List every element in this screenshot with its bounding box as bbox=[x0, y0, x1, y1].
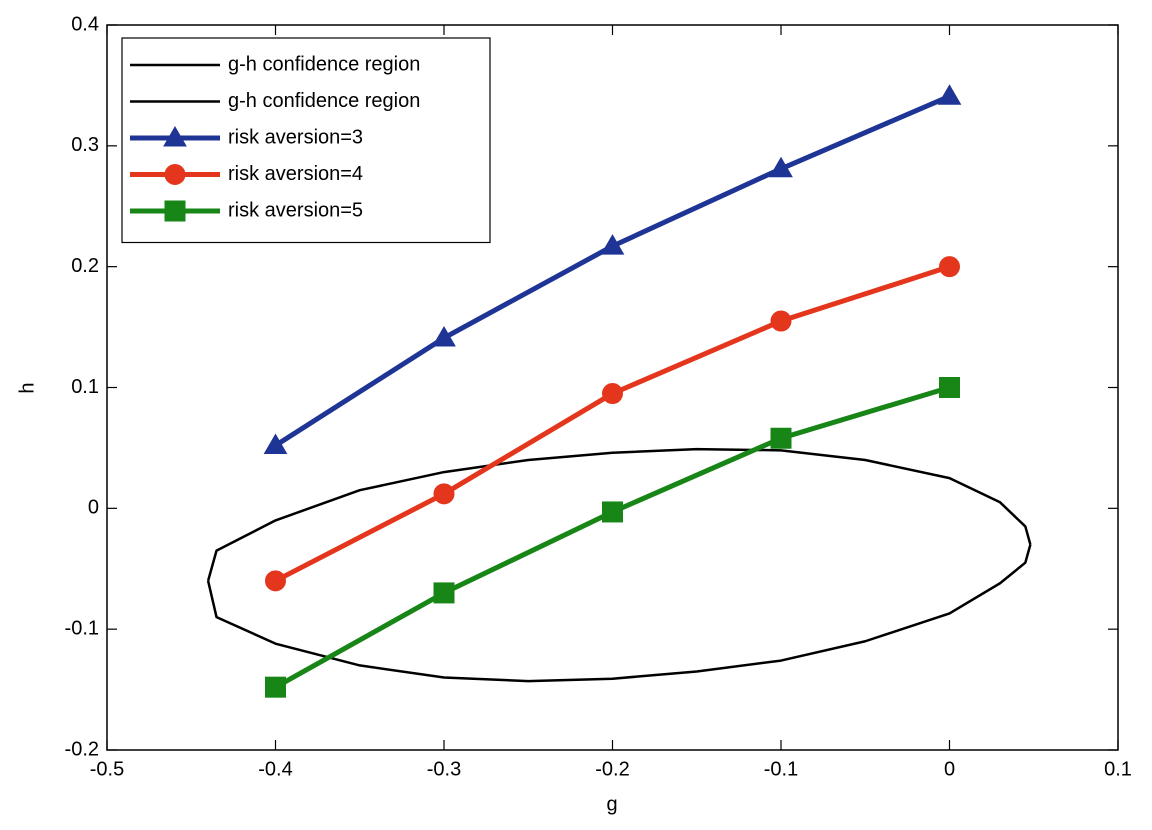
marker bbox=[602, 383, 623, 405]
marker bbox=[939, 256, 960, 278]
marker bbox=[602, 501, 623, 523]
x-tick-label: -0.4 bbox=[258, 758, 292, 780]
legend-marker bbox=[164, 164, 186, 185]
legend-marker bbox=[163, 126, 187, 147]
marker bbox=[937, 84, 962, 105]
marker bbox=[265, 676, 286, 698]
y-tick-label: 0.2 bbox=[71, 255, 99, 277]
y-tick-label: 0.1 bbox=[71, 376, 99, 398]
legend-label: g-h confidence region bbox=[228, 53, 420, 75]
legend-label: risk aversion=5 bbox=[228, 199, 363, 221]
y-tick-label: 0 bbox=[88, 497, 99, 519]
x-tick-label: -0.3 bbox=[427, 758, 461, 780]
y-tick-label: -0.1 bbox=[65, 617, 99, 639]
x-tick-label: 0.1 bbox=[1104, 758, 1132, 780]
legend-label: risk aversion=3 bbox=[228, 126, 363, 148]
marker bbox=[433, 483, 455, 505]
legend-marker bbox=[164, 200, 186, 222]
y-axis-label: h bbox=[16, 382, 38, 393]
marker bbox=[600, 234, 625, 255]
marker bbox=[770, 427, 792, 449]
y-tick-label: 0.3 bbox=[71, 134, 99, 156]
x-tick-label: -0.2 bbox=[595, 758, 629, 780]
legend-label: risk aversion=4 bbox=[228, 163, 363, 185]
marker bbox=[265, 570, 286, 592]
legend-label: g-h confidence region bbox=[228, 90, 420, 112]
x-tick-label: -0.1 bbox=[764, 758, 798, 780]
marker bbox=[263, 433, 288, 454]
marker bbox=[770, 310, 792, 332]
y-tick-label: 0.4 bbox=[71, 13, 99, 35]
series-line bbox=[206, 544, 1032, 683]
marker bbox=[939, 377, 960, 398]
x-axis-label: g bbox=[606, 793, 617, 815]
marker bbox=[769, 156, 793, 178]
x-tick-label: 0 bbox=[944, 758, 955, 780]
marker bbox=[433, 582, 455, 604]
y-tick-label: -0.2 bbox=[65, 738, 99, 760]
x-tick-label: -0.5 bbox=[90, 758, 124, 780]
marker bbox=[432, 325, 456, 347]
series-line bbox=[206, 447, 1032, 582]
